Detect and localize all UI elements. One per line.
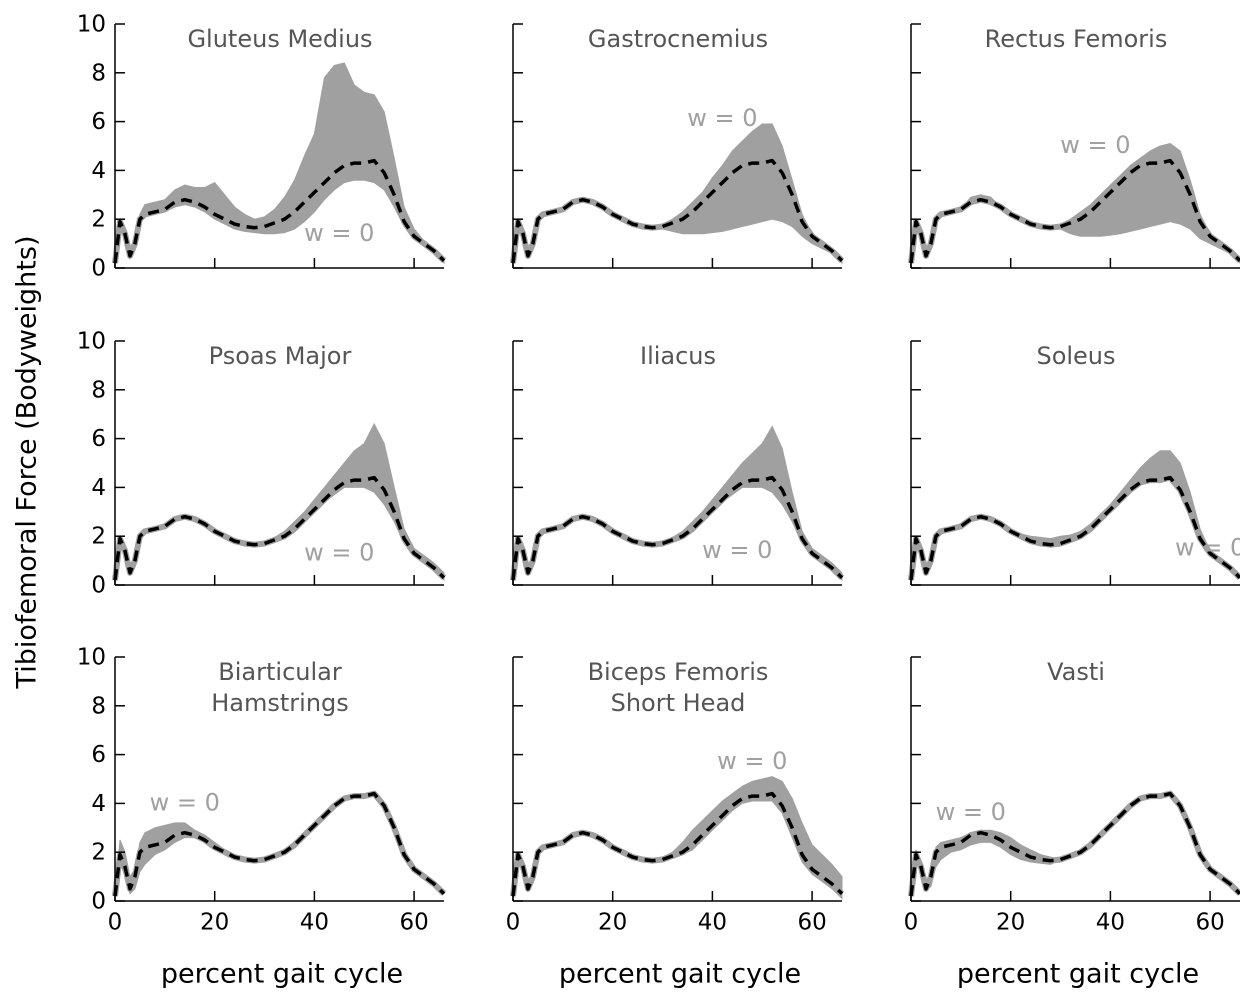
annotation: w = 0 — [687, 104, 757, 132]
line — [511, 791, 844, 897]
x-tick-label: 40 — [300, 910, 329, 936]
panel: Rectus Femoris w = 0 — [908, 23, 1240, 269]
band — [512, 425, 843, 582]
x-tick-label: 20 — [996, 910, 1025, 936]
y-tick-label: 2 — [91, 524, 106, 550]
y-tick-label: 8 — [91, 377, 106, 403]
line — [909, 791, 1240, 897]
panel-title: Short Head — [611, 689, 746, 717]
panel-title: Hamstrings — [211, 689, 349, 717]
line — [511, 158, 844, 264]
panel-title: Iliacus — [640, 342, 716, 370]
y-tick-label: 2 — [91, 207, 106, 233]
panel: 0 20 40 60 Biceps Femoris Short Head w = 0 perc… — [506, 656, 845, 990]
line — [909, 475, 1240, 581]
x-tick-label: 60 — [1195, 910, 1224, 936]
x-tick-label: 40 — [698, 910, 727, 936]
panel-title: Biceps Femoris — [588, 658, 769, 686]
band — [910, 793, 1240, 897]
y-tick-label: 6 — [91, 742, 106, 768]
y-tick-label: 6 — [91, 426, 106, 452]
band — [114, 62, 445, 265]
band — [114, 422, 445, 582]
y-tick-label: 4 — [91, 475, 106, 501]
y-tick-label: 8 — [91, 60, 106, 86]
y-tick-label: 4 — [91, 791, 106, 817]
y-tick-label: 10 — [77, 12, 106, 38]
panel-title: Vasti — [1047, 658, 1105, 686]
panel: 0 2 4 6 8 10 Psoas Major w = 0 — [77, 329, 447, 599]
annotation: w = 0 — [304, 538, 374, 566]
y-tick-label: 2 — [91, 840, 106, 866]
annotation: w = 0 — [304, 219, 374, 247]
x-tick-label: 40 — [1096, 910, 1125, 936]
y-tick-label: 8 — [91, 693, 106, 719]
annotation: w = 0 — [150, 788, 220, 816]
line — [909, 158, 1240, 264]
y-tick-label: 6 — [91, 109, 106, 135]
panel: Iliacus w = 0 — [510, 340, 845, 586]
y-tick-label: 0 — [91, 889, 106, 915]
x-tick-label: 20 — [200, 910, 229, 936]
x-axis-label: percent gait cycle — [559, 959, 801, 990]
x-tick-label: 60 — [797, 910, 826, 936]
x-tick-label: 20 — [598, 910, 627, 936]
line — [113, 158, 446, 264]
panel: 0 2 4 6 8 10 0 20 40 60 Biarticular Hamstrings w = 0… — [77, 645, 447, 990]
y-tick-label: 4 — [91, 158, 106, 184]
panel-title: Biarticular — [218, 658, 342, 686]
y-tick-label: 0 — [91, 573, 106, 599]
y-tick-label: 10 — [77, 329, 106, 355]
y-axis-label: Tibiofemoral Force (Bodyweights) — [12, 236, 43, 690]
annotation: w = 0 — [702, 536, 772, 564]
x-tick-label: 60 — [399, 910, 428, 936]
panel-title: Soleus — [1036, 342, 1115, 370]
y-tick-label: 10 — [77, 645, 106, 671]
annotation: w = 0 — [1060, 131, 1130, 159]
annotation: w = 0 — [1175, 533, 1240, 561]
panel: 0 2 4 6 8 10 Gluteus Medius w = 0 — [77, 12, 447, 282]
annotation: w = 0 — [717, 747, 787, 775]
y-tick-label: 0 — [91, 256, 106, 282]
x-tick-label: 0 — [506, 910, 521, 936]
panel-title: Rectus Femoris — [985, 25, 1168, 53]
line — [113, 475, 446, 581]
x-axis-label: percent gait cycle — [161, 959, 403, 990]
panel: 0 20 40 60 Vasti w = 0 percent gait cycle — [904, 656, 1240, 990]
panel: Soleus w = 0 — [908, 340, 1240, 586]
panel-title: Gastrocnemius — [588, 25, 768, 53]
line — [113, 791, 446, 897]
x-tick-label: 0 — [108, 910, 123, 936]
panel: Gastrocnemius w = 0 — [510, 23, 845, 269]
x-tick-label: 0 — [904, 910, 919, 936]
annotation: w = 0 — [936, 798, 1006, 826]
x-axis-label: percent gait cycle — [957, 959, 1199, 990]
panel-title: Gluteus Medius — [187, 25, 372, 53]
panel-title: Psoas Major — [209, 342, 352, 370]
line — [511, 475, 844, 581]
